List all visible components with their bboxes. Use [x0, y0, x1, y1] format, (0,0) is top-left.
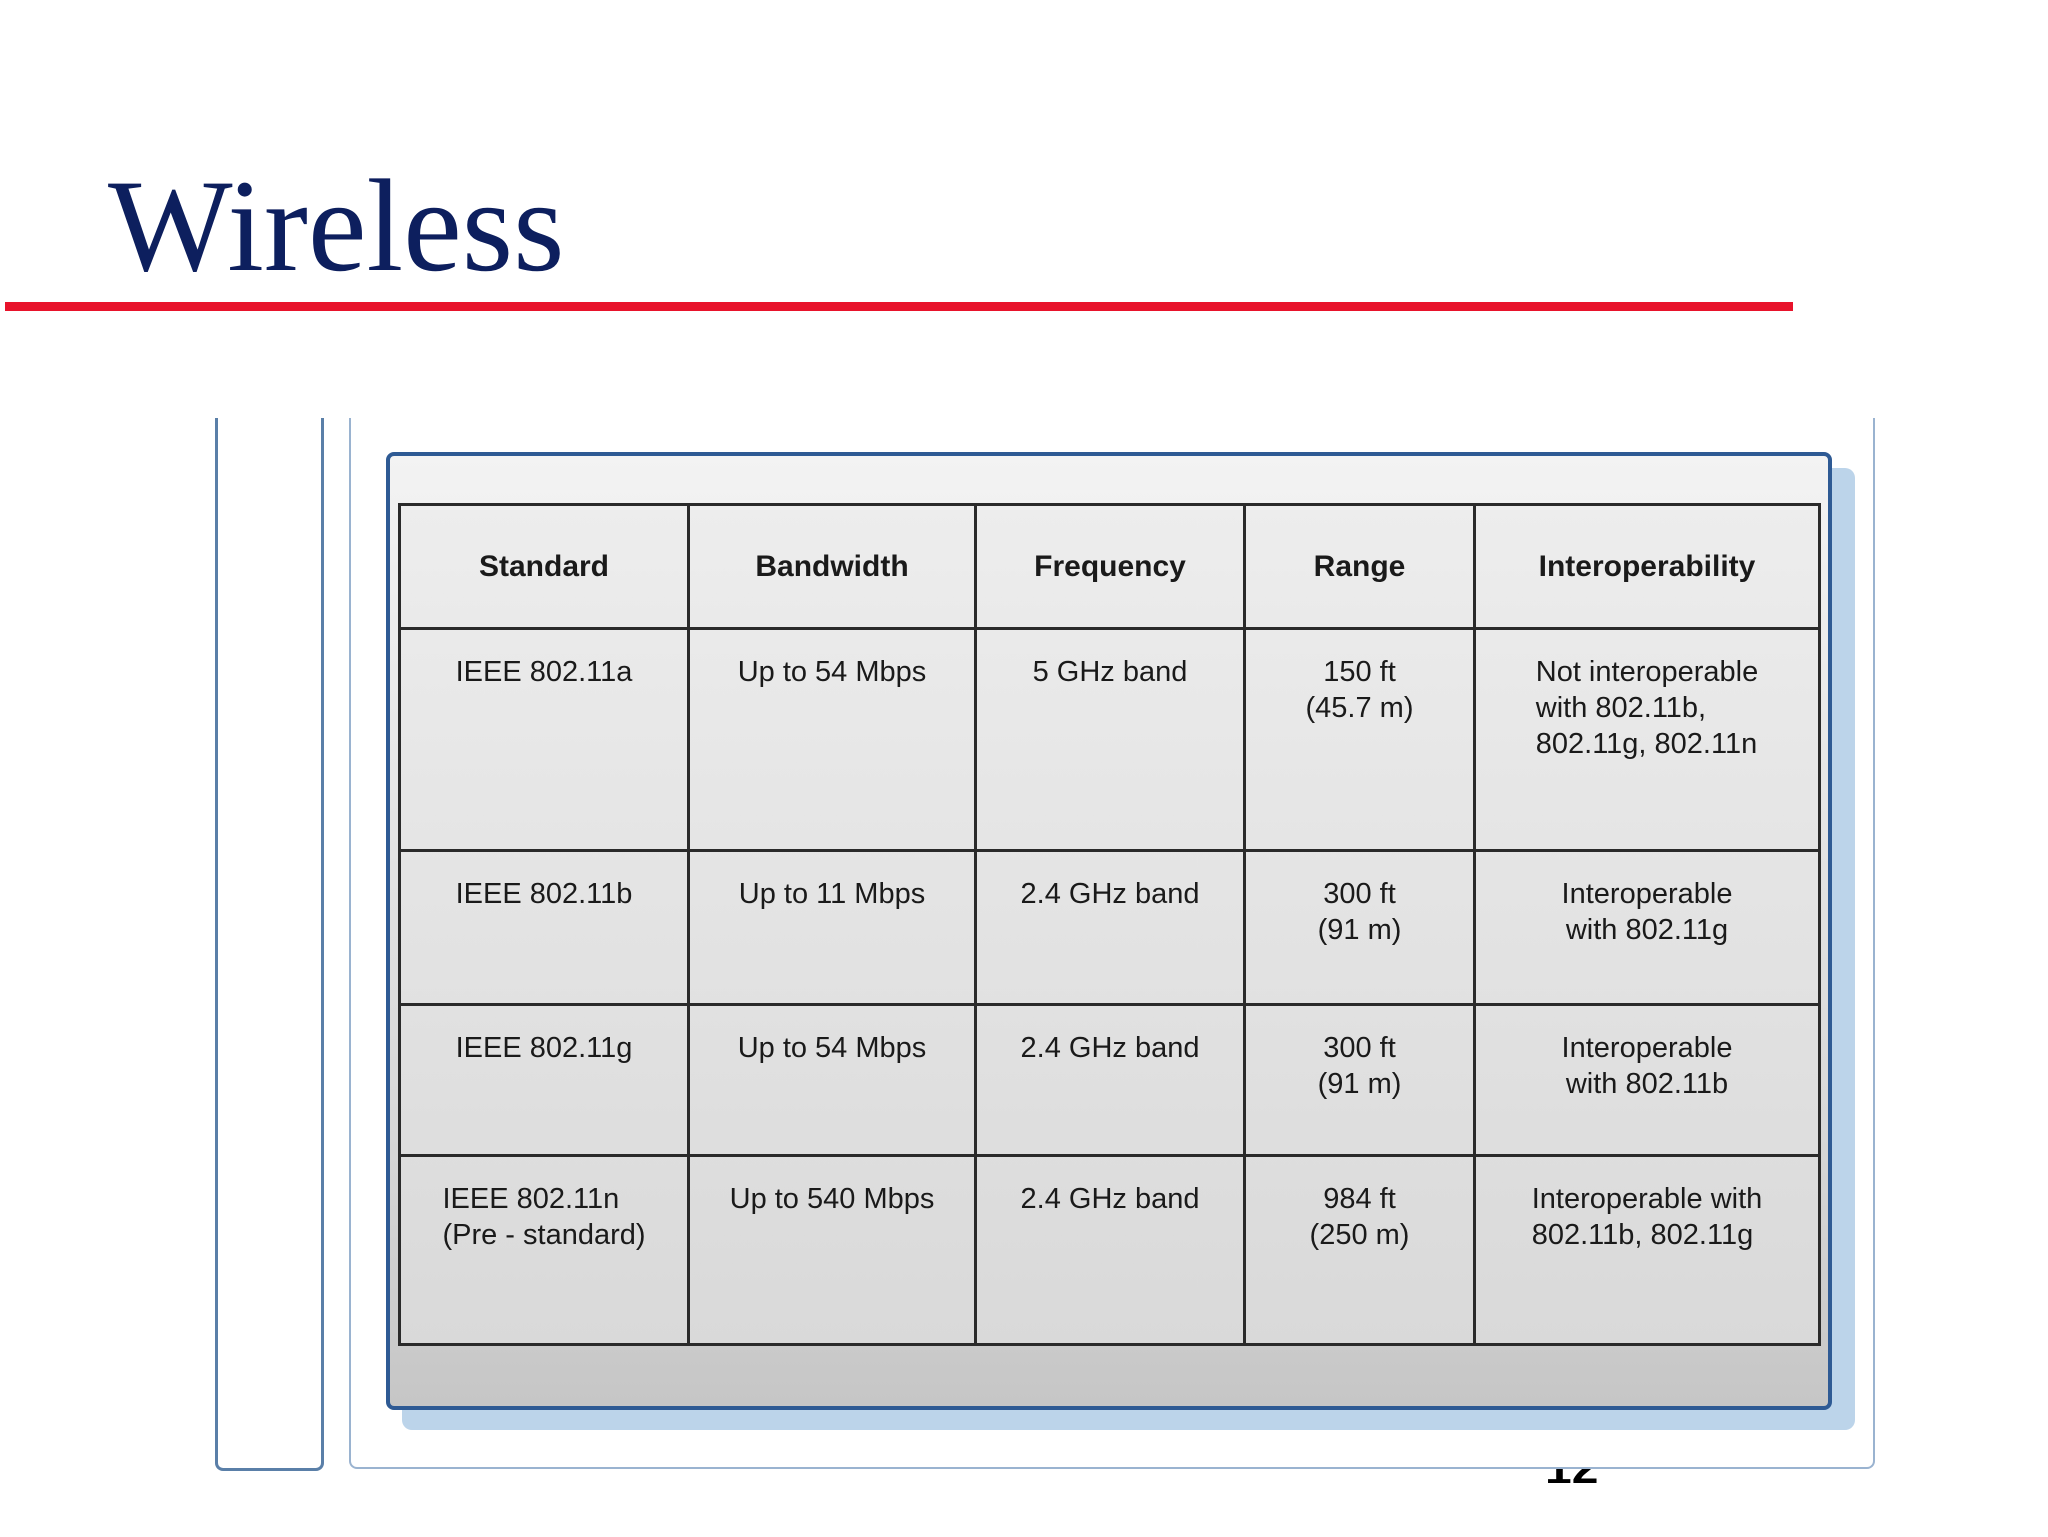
- header-standard: Standard: [398, 503, 690, 630]
- range-ft: 984 ft: [1323, 1183, 1396, 1215]
- table-row: IEEE 802.11a Up to 54 Mbps 5 GHz band 15…: [398, 627, 1821, 852]
- interop-line: Interoperable with: [1531, 1183, 1763, 1215]
- cell-interoperability: Not interoperable with 802.11b, 802.11g, 8…: [1473, 627, 1821, 852]
- cell-range: 150 ft (45.7 m): [1243, 627, 1476, 852]
- frequency-text: 2.4 GHz band: [1020, 1032, 1200, 1064]
- cell-interoperability: Interoperable with 802.11b, 802.11g: [1473, 1154, 1821, 1346]
- frequency-text: 5 GHz band: [1032, 656, 1188, 688]
- standard-text: IEEE 802.11a: [455, 656, 633, 688]
- cell-frequency: 2.4 GHz band: [974, 849, 1246, 1006]
- cell-interoperability: Interoperable with 802.11g: [1473, 849, 1821, 1006]
- cell-interoperability: Interoperable with 802.11b: [1473, 1003, 1821, 1157]
- cell-range: 300 ft (91 m): [1243, 1003, 1476, 1157]
- range-m: (91 m): [1317, 914, 1402, 946]
- cell-standard: IEEE 802.11n (Pre - standard): [398, 1154, 690, 1346]
- bandwidth-text: Up to 54 Mbps: [737, 656, 927, 688]
- range-ft: 300 ft: [1323, 1032, 1396, 1064]
- cell-bandwidth: Up to 540 Mbps: [687, 1154, 977, 1346]
- standard-text: IEEE 802.11g: [455, 1032, 633, 1064]
- interop-line: with 802.11g: [1565, 914, 1729, 946]
- interop-line: with 802.11b: [1565, 1068, 1729, 1100]
- header-range: Range: [1243, 503, 1476, 630]
- standard-text: IEEE 802.11b: [455, 878, 633, 910]
- left-frame-panel: [215, 418, 324, 1471]
- header-bandwidth: Bandwidth: [687, 503, 977, 630]
- range-m: (45.7 m): [1305, 692, 1414, 724]
- bandwidth-text: Up to 540 Mbps: [729, 1183, 935, 1215]
- table-row: IEEE 802.11b Up to 11 Mbps 2.4 GHz band …: [398, 849, 1821, 1006]
- frequency-text: 2.4 GHz band: [1020, 1183, 1200, 1215]
- cell-standard: IEEE 802.11a: [398, 627, 690, 852]
- bandwidth-text: Up to 54 Mbps: [737, 1032, 927, 1064]
- table-row: IEEE 802.11g Up to 54 Mbps 2.4 GHz band …: [398, 1003, 1821, 1157]
- cell-standard: IEEE 802.11g: [398, 1003, 690, 1157]
- range-m: (250 m): [1309, 1219, 1410, 1251]
- cell-bandwidth: Up to 54 Mbps: [687, 1003, 977, 1157]
- bandwidth-text: Up to 11 Mbps: [738, 878, 926, 910]
- interop-line: Interoperable: [1561, 1032, 1733, 1064]
- interop-line: with 802.11b,: [1535, 692, 1707, 724]
- header-interoperability: Interoperability: [1473, 503, 1821, 630]
- cell-frequency: 5 GHz band: [974, 627, 1246, 852]
- cell-frequency: 2.4 GHz band: [974, 1003, 1246, 1157]
- table-header-row: Standard Bandwidth Frequency Range Inter…: [398, 503, 1821, 630]
- cell-bandwidth: Up to 11 Mbps: [687, 849, 977, 1006]
- title-underline: [5, 302, 1793, 311]
- standard-text: (Pre - standard): [442, 1219, 646, 1251]
- cell-standard: IEEE 802.11b: [398, 849, 690, 1006]
- wireless-standards-table: Standard Bandwidth Frequency Range Inter…: [398, 503, 1821, 1346]
- range-ft: 300 ft: [1323, 878, 1396, 910]
- slide-title: Wireless: [108, 152, 565, 299]
- frequency-text: 2.4 GHz band: [1020, 878, 1200, 910]
- interop-line: Interoperable: [1561, 878, 1733, 910]
- interop-line: 802.11b, 802.11g: [1531, 1219, 1754, 1251]
- cell-bandwidth: Up to 54 Mbps: [687, 627, 977, 852]
- header-frequency: Frequency: [974, 503, 1246, 630]
- standard-text: IEEE 802.11n: [442, 1183, 620, 1215]
- interop-line: Not interoperable: [1535, 656, 1759, 688]
- cell-range: 984 ft (250 m): [1243, 1154, 1476, 1346]
- interop-line: 802.11g, 802.11n: [1535, 728, 1758, 760]
- cell-frequency: 2.4 GHz band: [974, 1154, 1246, 1346]
- range-ft: 150 ft: [1323, 656, 1396, 688]
- table-row: IEEE 802.11n (Pre - standard) Up to 540 M…: [398, 1154, 1821, 1346]
- cell-range: 300 ft (91 m): [1243, 849, 1476, 1006]
- range-m: (91 m): [1317, 1068, 1402, 1100]
